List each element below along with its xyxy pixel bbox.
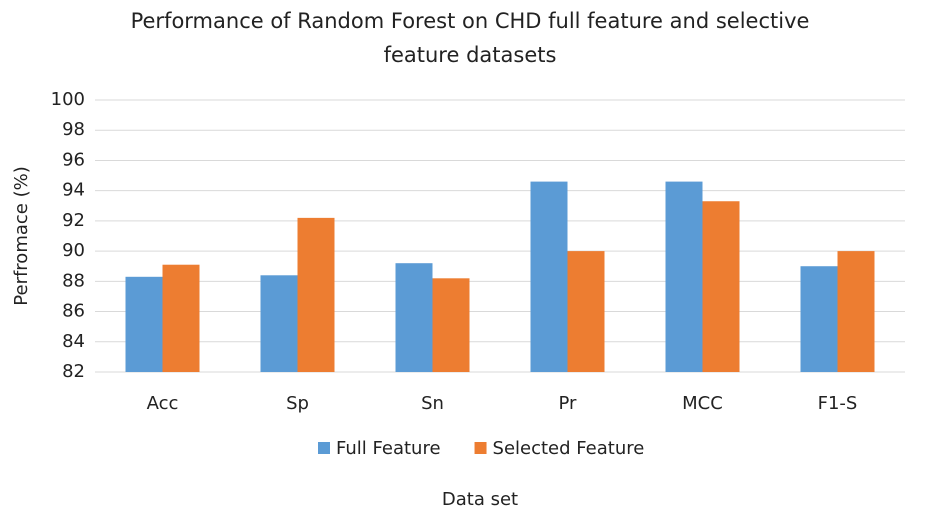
bar [125,276,163,372]
bar [432,278,470,372]
bar [395,263,433,372]
x-tick-label: Sp [286,393,309,414]
x-tick-label: Acc [147,393,179,414]
y-tick-label: 86 [62,301,85,322]
bar [567,251,605,372]
y-axis-title: Perfromace (%) [11,166,32,305]
y-tick-label: 82 [62,361,85,382]
x-tick-label: Sn [421,393,444,414]
y-tick-label: 94 [62,180,85,201]
bar [800,266,838,372]
y-tick-label: 100 [51,89,85,110]
x-tick-label: MCC [682,393,723,414]
y-tick-label: 90 [62,240,85,261]
legend-label: Selected Feature [493,438,645,459]
x-axis-title: Data set [442,489,518,510]
y-tick-label: 98 [62,119,85,140]
bar [260,275,298,372]
x-tick-label: F1-S [818,393,858,414]
bar [162,264,200,372]
x-tick-label: Pr [559,393,578,414]
legend-label: Full Feature [336,438,441,459]
bar [530,181,568,372]
y-tick-label: 88 [62,270,85,291]
bar [665,181,703,372]
bar [702,201,740,372]
chart-title: Performance of Random Forest on CHD full… [130,9,810,67]
y-tick-label: 96 [62,149,85,170]
legend-swatch [474,442,487,454]
bar [837,251,875,372]
legend-swatch [318,442,330,454]
y-tick-label: 92 [62,210,85,231]
y-tick-label: 84 [62,331,85,352]
bar [297,217,335,372]
